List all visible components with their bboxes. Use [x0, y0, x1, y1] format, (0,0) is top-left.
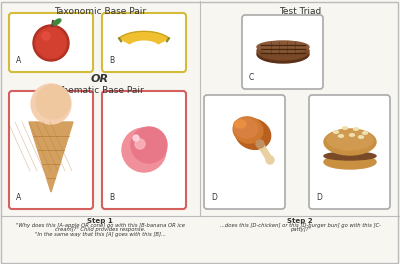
FancyBboxPatch shape — [242, 15, 323, 89]
Ellipse shape — [342, 127, 348, 129]
Ellipse shape — [334, 131, 338, 133]
Circle shape — [33, 25, 69, 61]
Circle shape — [42, 32, 50, 40]
Circle shape — [122, 128, 166, 172]
FancyBboxPatch shape — [204, 95, 285, 209]
FancyBboxPatch shape — [9, 91, 93, 209]
Ellipse shape — [338, 135, 344, 137]
Text: Step 1: Step 1 — [87, 218, 113, 224]
FancyBboxPatch shape — [102, 91, 186, 209]
Text: Thematic Base Pair: Thematic Base Pair — [57, 86, 143, 95]
Circle shape — [36, 85, 70, 119]
FancyBboxPatch shape — [102, 13, 186, 72]
Ellipse shape — [358, 136, 364, 138]
Text: D: D — [211, 193, 217, 202]
Text: Test Triad: Test Triad — [279, 7, 321, 16]
Ellipse shape — [257, 45, 309, 63]
Ellipse shape — [233, 117, 263, 143]
Ellipse shape — [257, 41, 309, 53]
Text: OR: OR — [91, 74, 109, 84]
Text: "In the same way that this [A] goes with this [B]...: "In the same way that this [A] goes with… — [34, 232, 166, 237]
Text: "Why does this [A-apple OR cone] go with this [B-banana OR ice: "Why does this [A-apple OR cone] go with… — [16, 223, 184, 228]
Text: A: A — [16, 193, 21, 202]
Polygon shape — [119, 31, 169, 44]
Circle shape — [256, 140, 264, 148]
Text: ...does this [D-chicken] or this [D-burger bun] go with this [C-: ...does this [D-chicken] or this [D-burg… — [220, 223, 380, 228]
Ellipse shape — [354, 128, 358, 130]
Ellipse shape — [53, 19, 61, 25]
Text: patty]?": patty]?" — [290, 228, 310, 233]
Circle shape — [31, 84, 71, 124]
Text: B: B — [109, 56, 114, 65]
Ellipse shape — [235, 119, 271, 149]
Text: B: B — [109, 193, 114, 202]
Circle shape — [131, 127, 167, 163]
Ellipse shape — [234, 118, 258, 138]
Text: Step 2: Step 2 — [287, 218, 313, 224]
Text: Taxonomic Base Pair: Taxonomic Base Pair — [54, 7, 146, 16]
Text: cream]?" Child provides response.: cream]?" Child provides response. — [55, 228, 145, 233]
Ellipse shape — [362, 132, 368, 134]
FancyBboxPatch shape — [309, 95, 390, 209]
Circle shape — [133, 135, 139, 141]
Text: D: D — [316, 193, 322, 202]
Circle shape — [266, 156, 274, 164]
Ellipse shape — [324, 129, 376, 155]
Ellipse shape — [234, 120, 246, 128]
Ellipse shape — [324, 155, 376, 169]
Circle shape — [35, 27, 67, 59]
Ellipse shape — [257, 42, 309, 60]
Text: A: A — [16, 56, 21, 65]
Ellipse shape — [324, 152, 376, 160]
Circle shape — [135, 139, 145, 149]
Text: C: C — [249, 73, 254, 82]
Ellipse shape — [350, 134, 354, 136]
FancyBboxPatch shape — [9, 13, 93, 72]
Ellipse shape — [327, 130, 373, 150]
Circle shape — [36, 28, 66, 58]
Polygon shape — [29, 122, 73, 192]
